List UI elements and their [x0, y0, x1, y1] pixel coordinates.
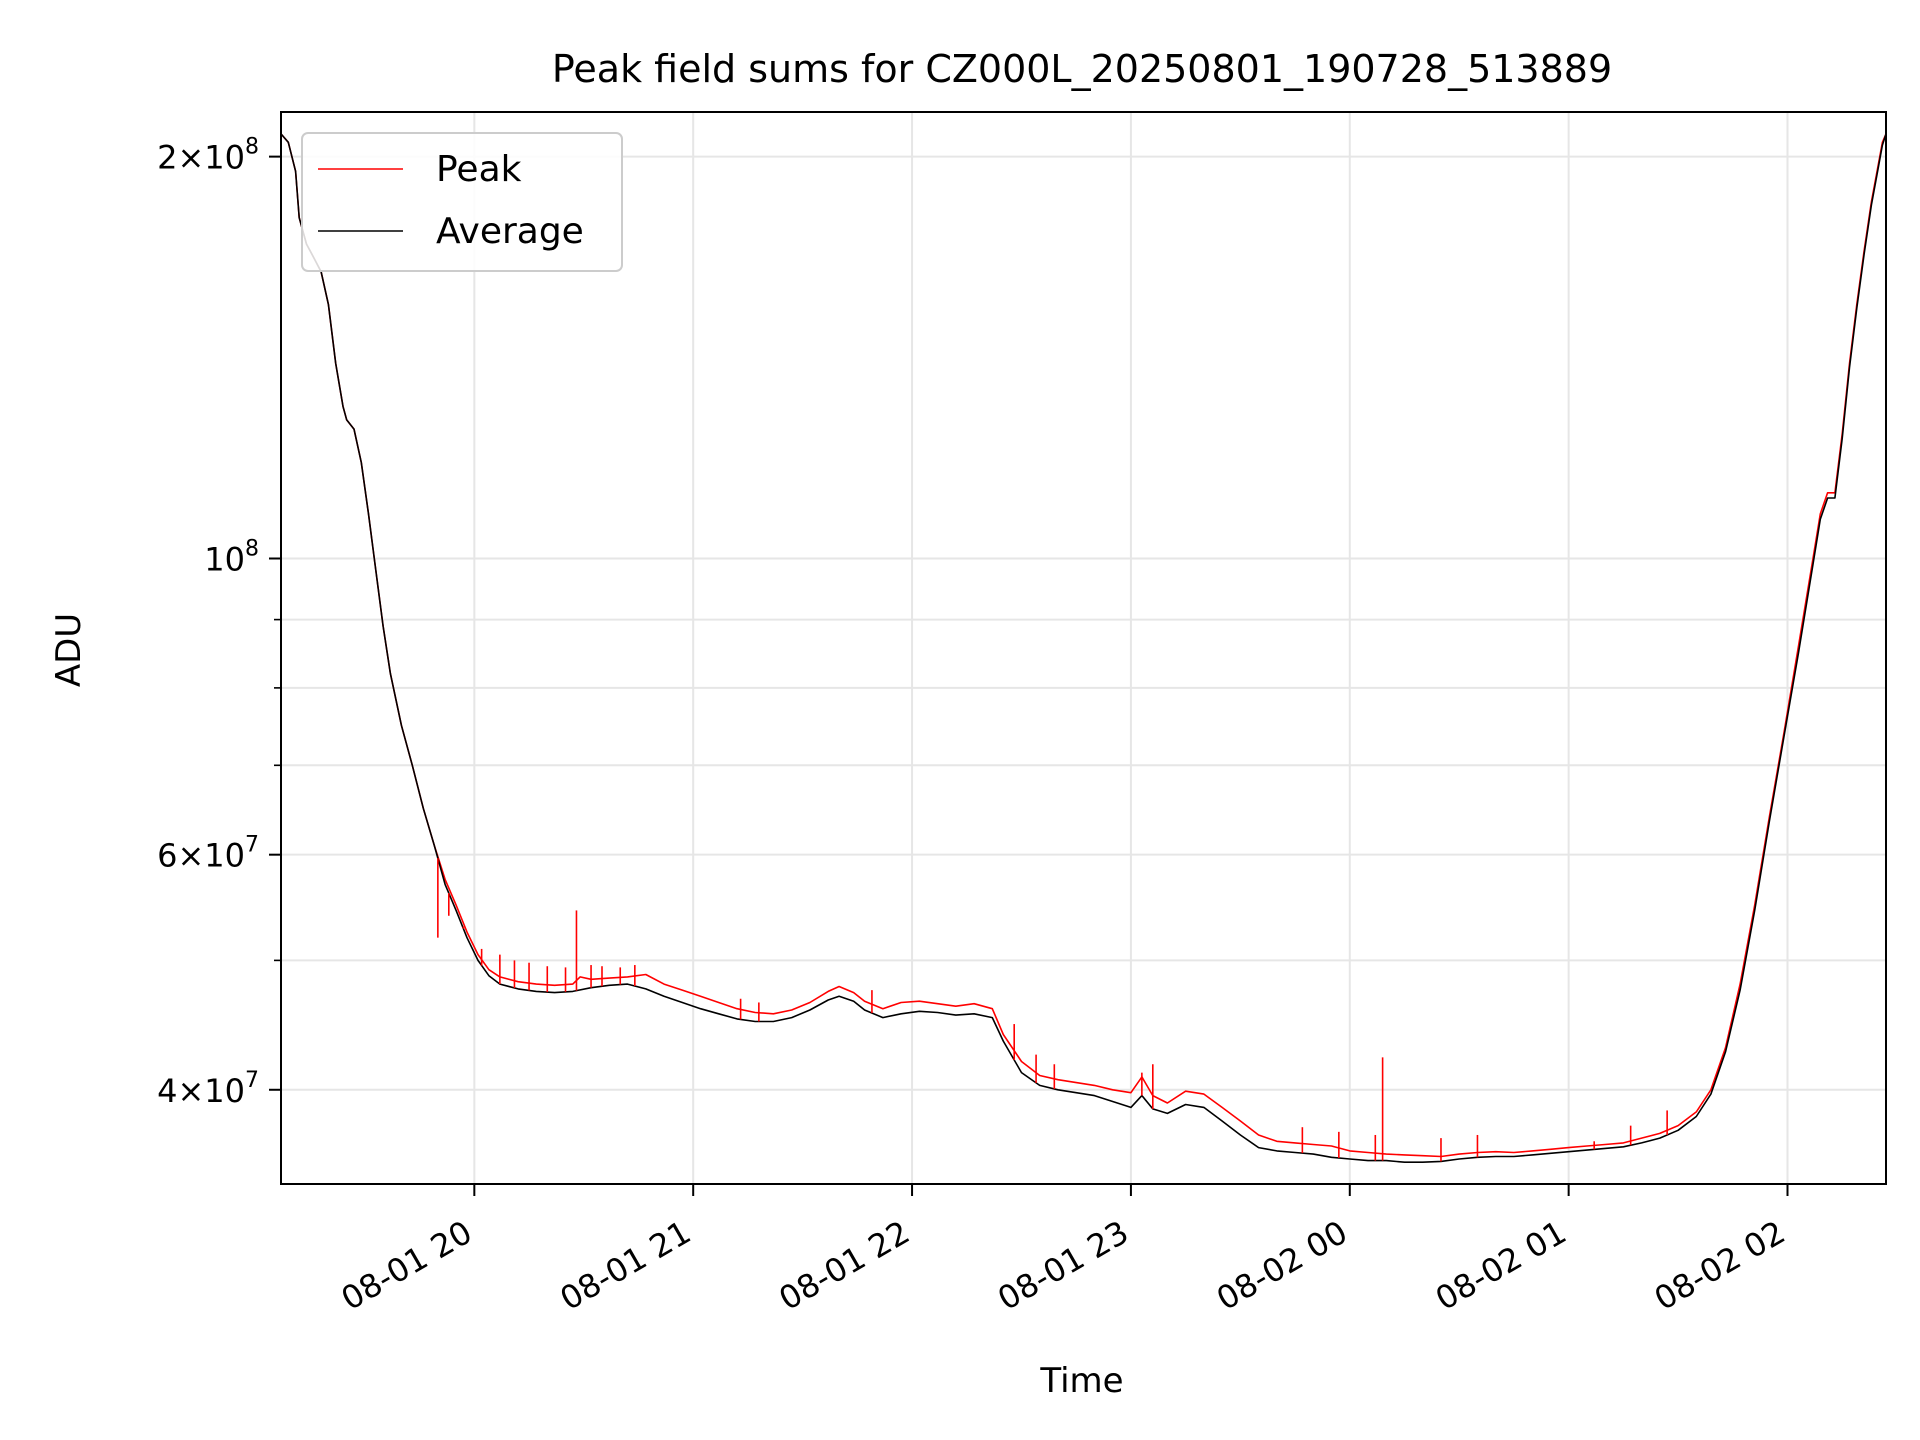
- plot-series: [280, 133, 1887, 1163]
- legend-box: [301, 132, 623, 272]
- legend: Peak Average: [301, 132, 623, 272]
- chart-title: Peak field sums for CZ000L_20250801_1907…: [552, 47, 1612, 91]
- series-line-average: [280, 133, 1887, 1163]
- legend-label-average: Average: [436, 211, 584, 252]
- plot-frame: [280, 111, 1887, 1185]
- y-axis-label: ADU: [49, 613, 89, 687]
- y-tick-label: 108: [204, 537, 259, 579]
- grid-lines: [281, 112, 1886, 1184]
- y-tick-label: 4×107: [157, 1068, 259, 1110]
- legend-label-peak: Peak: [436, 149, 522, 190]
- x-axis-label: Time: [1039, 1361, 1123, 1401]
- y-tick-label: 2×108: [157, 135, 259, 177]
- y-tick-label: 6×107: [157, 833, 259, 875]
